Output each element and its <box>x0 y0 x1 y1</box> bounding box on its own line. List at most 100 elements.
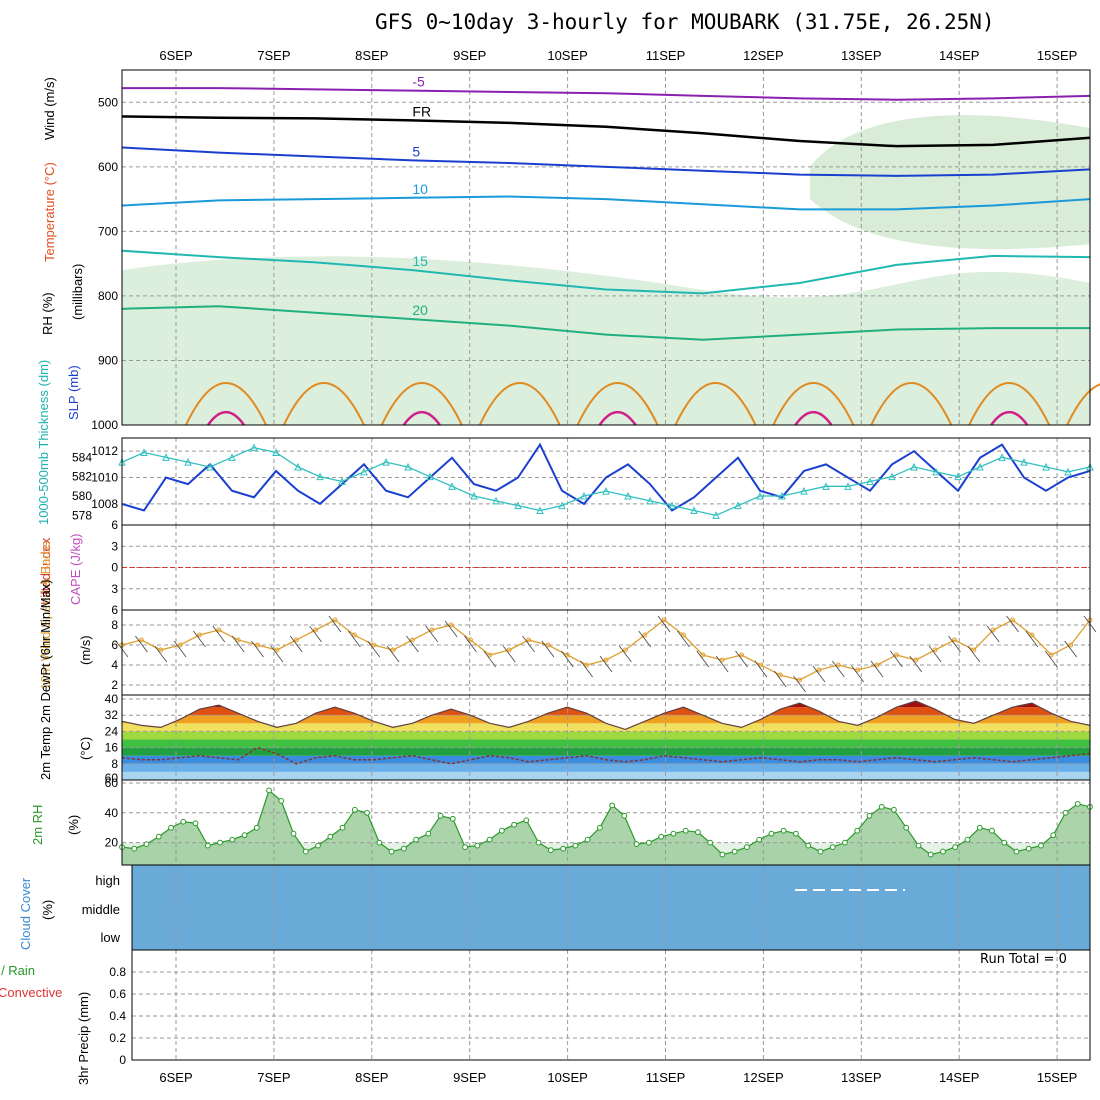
rh-point <box>560 845 567 852</box>
thickness-point <box>492 496 500 505</box>
wind-barb <box>1044 650 1058 668</box>
y-tick-label: 24 <box>105 724 119 738</box>
y-tick-label: 0.8 <box>109 965 126 979</box>
date-tick-bottom: 13SEP <box>841 1070 881 1085</box>
wind-barb <box>948 635 961 653</box>
rh-point <box>572 842 579 849</box>
isotherm-label: 5 <box>412 143 420 159</box>
date-tick-bottom: 8SEP <box>355 1070 388 1085</box>
wind-speed-point <box>971 647 977 653</box>
y-tick-label: 2 <box>111 678 118 692</box>
rh-point <box>388 848 395 855</box>
temp-band <box>122 747 1090 756</box>
isotherm-15 <box>121 249 1091 295</box>
thickness-point <box>140 448 148 456</box>
wind-barb <box>367 640 380 658</box>
label-precip: 3hr Precip (mm) <box>76 992 91 1085</box>
wind-barb <box>735 650 748 668</box>
thickness-point <box>360 467 368 476</box>
wind-speed-point <box>932 647 938 653</box>
wind-barb <box>832 660 845 678</box>
thickness-point <box>1064 467 1072 476</box>
wind-barb <box>173 640 187 658</box>
temp-band <box>122 701 1090 708</box>
wind-barb <box>773 670 787 688</box>
y-tick-label: 3 <box>111 539 118 553</box>
run-total: Run Total = 0 <box>980 952 1067 967</box>
isotherm-30-arch <box>206 410 246 426</box>
chart-title: GFS 0~10day 3-hourly for MOUBARK (31.75E… <box>375 10 995 34</box>
rh-point <box>290 830 297 837</box>
label-millibars: (millibars) <box>70 264 85 320</box>
rh-point <box>989 827 995 834</box>
rh-point <box>707 839 714 846</box>
rh-point <box>793 830 799 837</box>
thickness-point <box>888 472 896 481</box>
isotherm-5 <box>121 146 1091 177</box>
thickness-point <box>624 491 632 500</box>
date-tick-top: 9SEP <box>453 48 486 63</box>
label-wind-unit: (m/s) <box>78 635 93 665</box>
label-cloud-unit: (%) <box>40 900 55 920</box>
rh-point <box>744 844 750 851</box>
wind-speed-point <box>467 637 473 643</box>
rh-point <box>278 797 285 804</box>
wind-barb <box>793 675 806 693</box>
wind-barb <box>580 660 593 678</box>
wind-barb <box>251 640 264 658</box>
y-tick-label: 900 <box>98 353 118 367</box>
date-tick-top: 12SEP <box>743 48 783 63</box>
date-tick-bottom: 10SEP <box>547 1070 587 1085</box>
wind-speed-point <box>661 617 667 623</box>
rh-point <box>621 812 628 819</box>
thickness-point <box>404 462 412 471</box>
rh-point <box>780 827 787 834</box>
isotherm-25-arch <box>380 382 463 426</box>
thickness-point <box>976 462 984 471</box>
wind-speed-point <box>448 622 454 628</box>
panel-frame <box>121 69 1091 426</box>
date-tick-bottom: 12SEP <box>743 1070 783 1085</box>
date-tick-top: 7SEP <box>257 48 290 63</box>
thickness-point <box>712 511 720 519</box>
wind-barb <box>541 640 555 658</box>
y-tick-label: 32 <box>105 708 119 722</box>
y-tick-label: 578 <box>72 508 92 522</box>
thickness-point <box>932 467 940 476</box>
label-precip-total: Total / Rain <box>0 963 35 978</box>
wind-speed-point <box>1010 617 1016 623</box>
y-tick-label: 6 <box>111 638 118 652</box>
rh-point <box>180 818 187 825</box>
thickness-point <box>184 458 192 466</box>
cloud-tick-label: low <box>100 930 120 945</box>
panel-frame <box>121 609 1091 696</box>
rh-point <box>425 830 432 837</box>
wind-speed-point <box>235 637 241 643</box>
label-wind10m: 10m Wind Speed & Barbs <box>38 540 53 690</box>
date-tick-bottom: 9SEP <box>453 1070 486 1085</box>
y-tick-label: 700 <box>98 224 118 238</box>
isotherm--5 <box>122 87 1091 101</box>
date-tick-bottom: 11SEP <box>646 1070 686 1085</box>
y-tick-label: 1008 <box>91 497 118 511</box>
wind-speed-point <box>1048 652 1054 658</box>
date-tick-top: 6SEP <box>159 48 192 63</box>
y-tick-label: 8 <box>111 757 118 771</box>
wind-barb <box>851 665 864 683</box>
thickness-point <box>250 443 258 452</box>
isotherm-25-arch <box>282 382 365 426</box>
wind-speed-point <box>409 637 415 643</box>
y-tick-label: 800 <box>98 289 118 303</box>
thickness-point <box>316 472 324 481</box>
thickness-point <box>756 491 764 500</box>
wind-barb <box>928 645 942 663</box>
isotherm-25-arch <box>674 382 757 426</box>
wind-speed-point <box>216 627 222 633</box>
rh-point <box>731 848 738 855</box>
y-tick-label: 584 <box>72 450 92 464</box>
isotherm-label: 10 <box>412 181 428 197</box>
wind-speed-point <box>680 632 686 638</box>
rh-point <box>976 824 983 831</box>
rh-point <box>327 833 334 840</box>
wind-barb <box>909 655 923 673</box>
